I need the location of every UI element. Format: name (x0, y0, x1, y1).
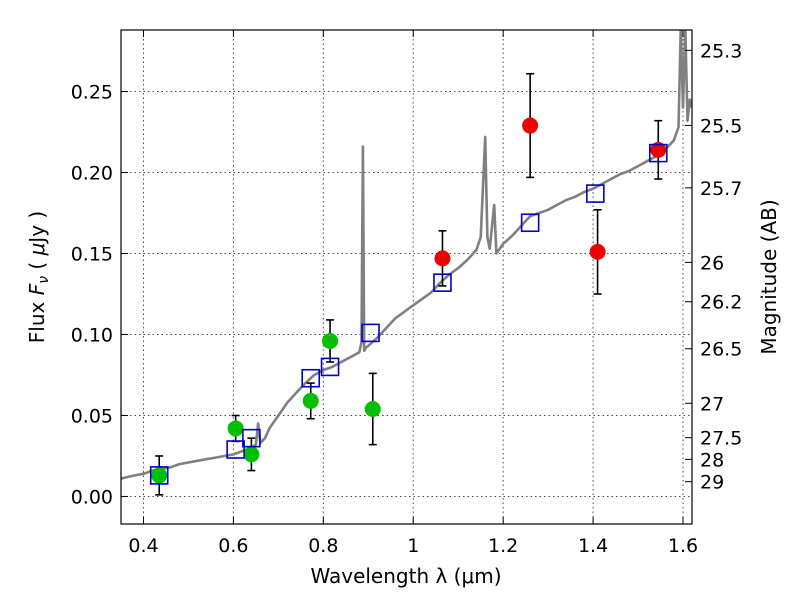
green-point (243, 446, 260, 463)
grid (121, 30, 692, 524)
green-point (227, 420, 244, 437)
red-point (434, 250, 451, 267)
red-point (522, 117, 539, 134)
green-point (302, 392, 319, 409)
y2-tick-label: 27.5 (700, 428, 742, 450)
y-tick-label: 0.00 (71, 486, 113, 508)
y-tick-label: 0.05 (71, 405, 113, 427)
plot-frame (120, 29, 693, 525)
plot-area (121, 30, 692, 496)
model-square (301, 368, 321, 388)
y2-tick-label: 25.7 (700, 178, 742, 200)
y2-tick-label: 26 (700, 252, 724, 274)
x-axis: 0.4 0.6 0.8 1 1.2 1.4 1.6 (128, 30, 698, 557)
y-tick-label: 0.25 (71, 82, 113, 104)
spectrum-line (121, 30, 692, 480)
y2-axis-label: Magnitude (AB) (757, 199, 781, 354)
red-point (650, 141, 667, 158)
y2-tick-label: 26.2 (700, 292, 742, 314)
model-square (361, 323, 380, 343)
red-point (589, 243, 606, 260)
model-square (520, 213, 540, 233)
x-axis-label: Wavelength λ (μm) (310, 564, 501, 588)
green-point (364, 401, 381, 418)
y-tick-label: 0.20 (71, 163, 113, 185)
model-square (242, 428, 261, 448)
model-square (320, 357, 340, 377)
y-axis-label: Flux Fν ( μJy ) (25, 211, 52, 343)
y2-tick-label: 25.3 (700, 40, 742, 62)
y-tick-label: 0.10 (71, 324, 113, 346)
y2-tick-label: 27 (700, 393, 724, 415)
x-tick-label: 0.4 (128, 535, 158, 557)
x-tick-label: 1.2 (488, 535, 518, 557)
x-tick-label: 0.8 (308, 535, 338, 557)
x-tick-label: 0.6 (218, 535, 248, 557)
model-square (586, 184, 605, 203)
green-point (151, 467, 168, 484)
y2-tick-label: 28 (700, 449, 724, 471)
model-square (149, 466, 169, 485)
y2-tick-label: 29 (700, 472, 724, 494)
x-tick-label: 1 (407, 535, 419, 557)
x-tick-label: 1.6 (668, 535, 698, 557)
y2-tick-label: 26.5 (700, 339, 742, 361)
y2-tick-label: 25.5 (700, 115, 742, 137)
model-square (226, 440, 245, 459)
model-square (648, 143, 668, 163)
y-tick-label: 0.15 (71, 244, 113, 266)
marker-layer (149, 117, 668, 485)
spectrum-layer (121, 30, 692, 480)
green-point (322, 332, 339, 349)
model-square (433, 273, 452, 292)
x-tick-label: 1.4 (578, 535, 608, 557)
y-axis: 0.00 0.05 0.10 0.15 0.20 0.25 (71, 82, 128, 508)
